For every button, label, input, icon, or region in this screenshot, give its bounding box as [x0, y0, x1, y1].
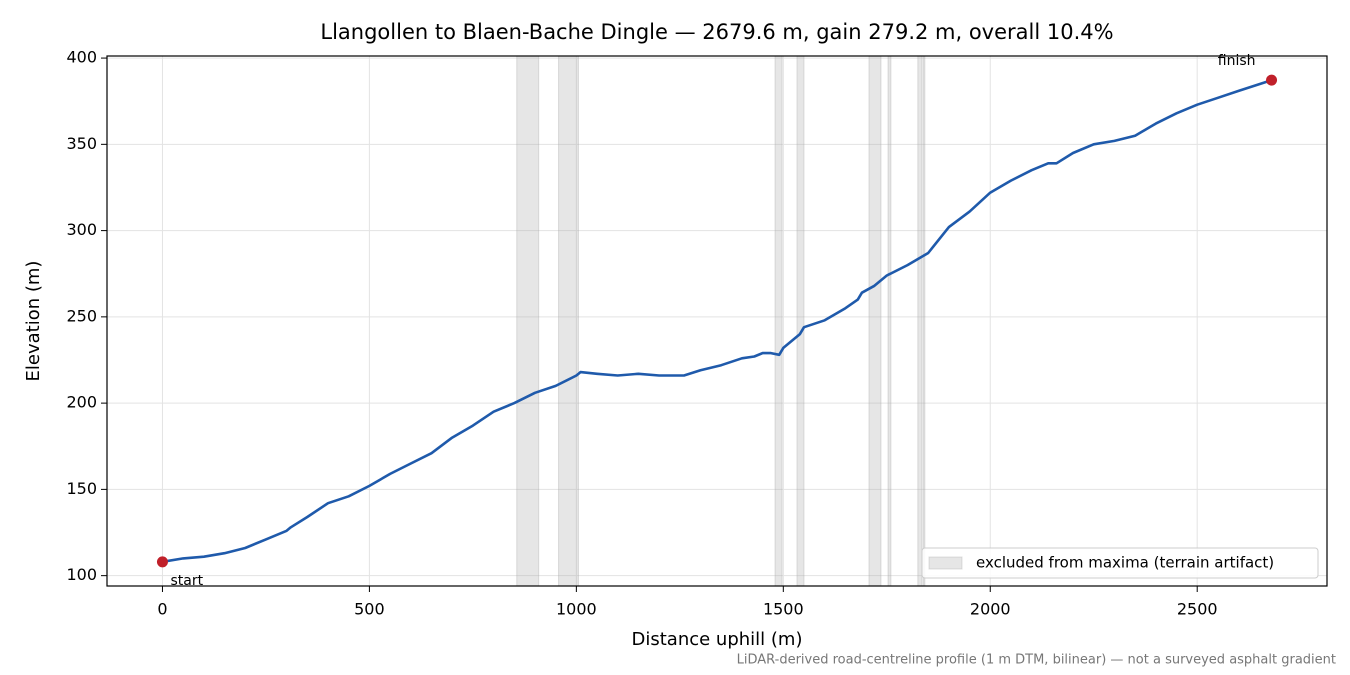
plot-frame [106, 55, 1328, 587]
endpoint-marker [156, 556, 168, 568]
endpoint-marker [1266, 74, 1278, 86]
excluded-span [774, 55, 783, 587]
y-tick-label: 300 [66, 220, 97, 239]
x-tick-label: 500 [354, 600, 385, 619]
y-tick-label: 250 [66, 306, 97, 325]
legend-swatch [928, 556, 963, 570]
y-tick-label: 200 [66, 393, 97, 412]
y-axis-label: Elevation (m) [23, 261, 44, 382]
x-axis-label: Distance uphill (m) [632, 629, 803, 650]
x-tick-label: 1000 [556, 600, 597, 619]
x-tick-label: 2000 [970, 600, 1011, 619]
y-tick-label: 100 [66, 565, 97, 584]
chart-title: Llangollen to Blaen-Bache Dingle — 2679.… [320, 20, 1113, 44]
x-tick-label: 2500 [1177, 600, 1218, 619]
elevation-line [162, 78, 1272, 564]
excluded-span [868, 55, 882, 587]
footnote: LiDAR-derived road-centreline profile (1… [737, 653, 1336, 668]
annotation: start [170, 573, 203, 589]
y-tick-label: 150 [66, 479, 97, 498]
x-tick-label: 1500 [763, 600, 804, 619]
legend-box [921, 547, 1319, 579]
excluded-span [922, 55, 926, 587]
annotation: finish [1218, 53, 1256, 69]
excluded-span [796, 55, 805, 587]
legend-label: excluded from maxima (terrain artifact) [976, 554, 1274, 572]
x-tick-label: 0 [157, 600, 167, 619]
y-tick-label: 350 [66, 134, 97, 153]
excluded-span [558, 55, 579, 587]
excluded-span [887, 55, 892, 587]
excluded-span [917, 55, 923, 587]
y-tick-label: 400 [66, 48, 97, 67]
excluded-span [516, 55, 540, 587]
